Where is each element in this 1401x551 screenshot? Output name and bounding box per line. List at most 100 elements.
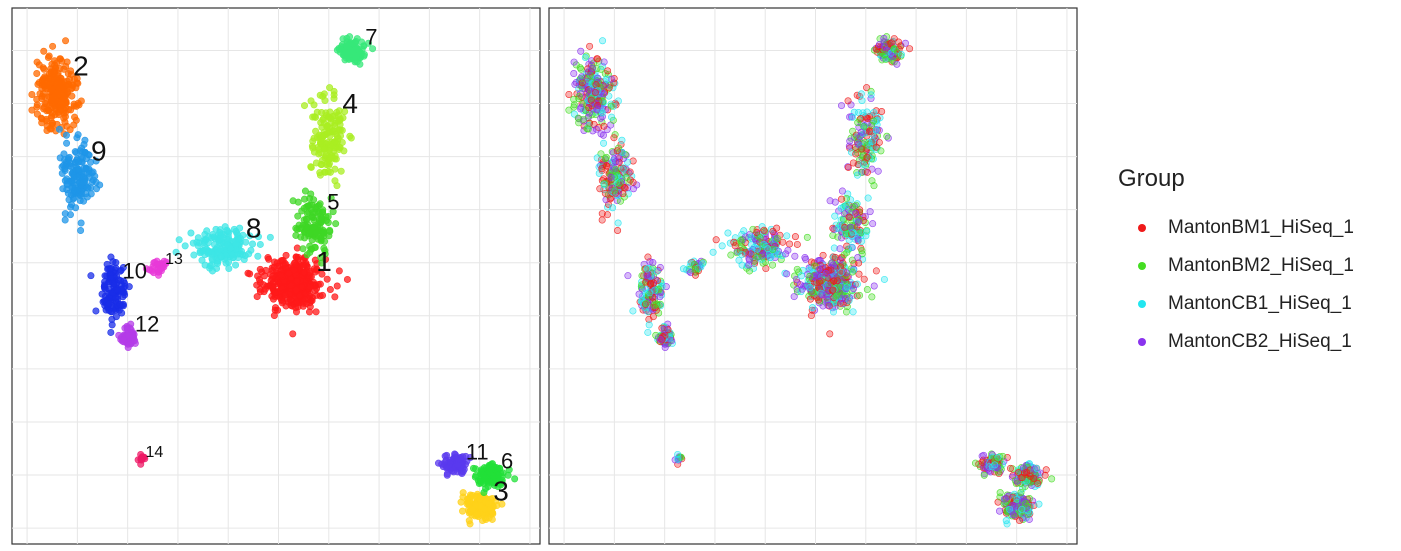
scatter-point (796, 281, 804, 289)
scatter-point (600, 181, 608, 189)
scatter-point (1034, 479, 1042, 487)
scatter-point (249, 240, 257, 248)
scatter-point (823, 296, 831, 304)
scatter-point (1003, 520, 1011, 528)
scatter-point (33, 95, 41, 103)
points-layer (28, 33, 519, 528)
scatter-point (285, 269, 293, 277)
scatter-point (842, 230, 850, 238)
scatter-point (472, 511, 480, 519)
scatter-point (261, 285, 269, 293)
scatter-point (76, 147, 84, 155)
scatter-point (277, 296, 285, 304)
scatter-point (870, 117, 878, 125)
scatter-point (833, 292, 841, 300)
scatter-point (299, 245, 307, 253)
scatter-point (496, 464, 504, 472)
scatter-point (83, 183, 91, 191)
scatter-point (810, 273, 818, 281)
scatter-point (816, 297, 824, 305)
scatter-point (880, 34, 888, 42)
scatter-point (55, 125, 63, 133)
scatter-point (203, 227, 211, 235)
scatter-point (980, 471, 988, 479)
scatter-point (756, 234, 764, 242)
scatter-point (340, 147, 348, 155)
scatter-point (838, 102, 846, 110)
scatter-point (570, 58, 578, 66)
scatter-point (607, 173, 615, 181)
scatter-point (831, 212, 839, 220)
scatter-point (893, 60, 901, 68)
scatter-point (1000, 495, 1008, 503)
scatter-point (253, 293, 261, 301)
scatter-point (1018, 505, 1026, 513)
scatter-point (64, 155, 72, 163)
scatter-point (773, 234, 781, 242)
scatter-point (645, 321, 653, 329)
scatter-point (293, 277, 301, 285)
scatter-point (866, 208, 874, 216)
scatter-point (593, 106, 601, 114)
scatter-point (790, 293, 798, 301)
scatter-point (649, 259, 657, 267)
scatter-point (154, 271, 162, 279)
scatter-point (848, 268, 856, 276)
scatter-point (308, 213, 316, 221)
scatter-point (264, 254, 272, 262)
scatter-point (877, 147, 885, 155)
scatter-point (853, 280, 861, 288)
scatter-point (850, 285, 858, 293)
scatter-point (592, 125, 600, 133)
scatter-point (606, 195, 614, 203)
scatter-point (114, 286, 122, 294)
cluster-label: 1 (316, 246, 332, 277)
scatter-point (857, 128, 865, 136)
scatter-point (889, 53, 897, 61)
scatter-point (246, 270, 254, 278)
scatter-point (577, 47, 585, 55)
scatter-point (795, 268, 803, 276)
scatter-point (1042, 466, 1050, 474)
scatter-point (838, 195, 846, 203)
scatter-point (978, 452, 986, 460)
scatter-point (317, 254, 325, 262)
scatter-point (845, 213, 853, 221)
scatter-point (746, 267, 754, 275)
scatter-point (469, 464, 477, 472)
scatter-point (843, 281, 851, 289)
scatter-point (829, 308, 837, 316)
scatter-point (791, 272, 799, 280)
scatter-point (47, 125, 55, 133)
scatter-point (307, 163, 315, 171)
scatter-point (656, 293, 664, 301)
scatter-point (600, 122, 608, 130)
scatter-point (854, 218, 862, 226)
scatter-point (691, 271, 699, 279)
scatter-point (888, 39, 896, 47)
scatter-point (843, 248, 851, 256)
scatter-point (837, 268, 845, 276)
scatter-point (211, 241, 219, 249)
scatter-point (890, 45, 898, 53)
cluster-label: 9 (91, 135, 107, 166)
scatter-point (62, 131, 70, 139)
scatter-point (614, 226, 622, 234)
scatter-point (63, 58, 71, 66)
scatter-point (624, 272, 632, 280)
scatter-point (120, 336, 128, 344)
scatter-point (870, 282, 878, 290)
scatter-point (857, 90, 865, 98)
scatter-point (572, 79, 580, 87)
scatter-point (724, 229, 732, 237)
scatter-point (290, 266, 298, 274)
scatter-point (307, 97, 315, 105)
scatter-point (784, 246, 792, 254)
scatter-point (853, 171, 861, 179)
scatter-point (320, 90, 328, 98)
scatter-point (801, 254, 809, 262)
legend-item-cb1: MantonCB1_HiSeq_1 (1100, 285, 1400, 323)
scatter-point (853, 292, 861, 300)
scatter-point (831, 198, 839, 206)
scatter-point (769, 261, 777, 269)
